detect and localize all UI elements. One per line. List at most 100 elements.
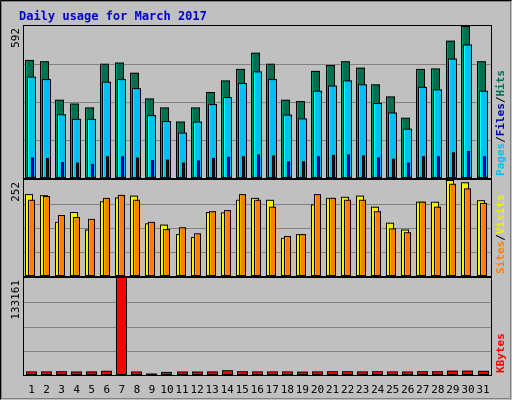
x-tick-label-day-12: 12 xyxy=(190,383,203,396)
bar-pages-day-11 xyxy=(182,162,185,178)
x-tick-label-day-15: 15 xyxy=(236,383,249,396)
bar-kbytes-day-2 xyxy=(41,371,52,375)
bar-pages-day-13 xyxy=(212,158,215,178)
x-tick-label-day-6: 6 xyxy=(103,383,110,396)
bar-sites-day-14 xyxy=(224,210,231,276)
x-tick-label-day-29: 29 xyxy=(446,383,459,396)
bar-pages-day-29 xyxy=(452,152,455,178)
x-tick-label-day-30: 30 xyxy=(461,383,474,396)
x-tick-label-day-21: 21 xyxy=(326,383,339,396)
x-tick-label-day-10: 10 xyxy=(160,383,173,396)
bar-kbytes-day-29 xyxy=(447,370,458,375)
bar-kbytes-day-30 xyxy=(462,370,473,375)
legend-pages: Pages xyxy=(494,143,507,176)
bar-sites-day-13 xyxy=(209,211,216,276)
bar-pages-day-28 xyxy=(437,156,440,178)
bar-sites-day-16 xyxy=(254,199,261,276)
kbytes-panel-bars xyxy=(24,278,491,375)
legend-sep-2: / xyxy=(494,96,507,103)
bar-kbytes-day-19 xyxy=(297,371,308,375)
bar-sites-day-15 xyxy=(239,194,246,276)
x-tick-label-day-23: 23 xyxy=(356,383,369,396)
chart-title: Daily usage for March 2017 xyxy=(19,9,207,23)
bar-sites-day-31 xyxy=(480,202,487,276)
kbytes-panel-frame xyxy=(23,277,492,376)
x-tick-label-day-31: 31 xyxy=(476,383,489,396)
bar-sites-day-26 xyxy=(404,232,411,276)
bar-pages-day-27 xyxy=(422,156,425,178)
visits-panel-bars xyxy=(24,180,491,276)
bar-sites-day-6 xyxy=(103,197,110,276)
bar-pages-day-24 xyxy=(377,157,380,178)
x-tick-label-day-1: 1 xyxy=(28,383,35,396)
bar-kbytes-day-26 xyxy=(402,371,413,375)
bar-pages-day-3 xyxy=(61,162,64,178)
bar-pages-day-18 xyxy=(287,161,290,178)
legend-hits: Hits xyxy=(494,70,507,97)
bar-sites-day-2 xyxy=(43,196,50,276)
visits-side-legend: Sites/Visits xyxy=(494,195,507,275)
bar-kbytes-day-7 xyxy=(116,278,127,375)
bar-sites-day-4 xyxy=(73,217,80,276)
legend-files: Files xyxy=(494,103,507,136)
x-tick-label-day-25: 25 xyxy=(386,383,399,396)
bar-kbytes-day-12 xyxy=(192,371,203,375)
visits-ymax-label: 252 xyxy=(9,182,22,202)
bar-kbytes-day-14 xyxy=(222,370,233,375)
bar-kbytes-day-11 xyxy=(177,371,188,375)
hits-ymax-label: 592 xyxy=(9,28,22,48)
x-axis-day-labels: 1 2 3 4 5 6 7 8 9 10 11 12 13 14 15 16 17 18 19 20 21 22 23 24 2… xyxy=(28,383,489,396)
bar-pages-day-10 xyxy=(166,159,169,178)
x-tick-label-day-14: 14 xyxy=(221,383,235,396)
bar-kbytes-day-5 xyxy=(86,371,97,375)
bar-sites-day-21 xyxy=(329,197,336,276)
x-tick-label-day-5: 5 xyxy=(88,383,95,396)
x-tick-label-day-4: 4 xyxy=(73,383,80,396)
bar-sites-day-20 xyxy=(314,194,321,276)
x-tick-label-day-17: 17 xyxy=(266,383,279,396)
legend-kbytes: KBytes xyxy=(494,333,507,373)
x-tick-label-day-19: 19 xyxy=(296,383,309,396)
kbytes-side-legend: KBytes xyxy=(494,333,507,373)
bar-sites-day-5 xyxy=(88,218,95,276)
legend-sep-3: / xyxy=(494,234,507,241)
bar-kbytes-day-16 xyxy=(252,371,263,375)
bar-pages-day-19 xyxy=(302,161,305,178)
bar-pages-day-26 xyxy=(407,162,410,178)
x-tick-label-day-8: 8 xyxy=(134,383,141,396)
bar-kbytes-day-9 xyxy=(146,373,157,375)
bar-pages-day-23 xyxy=(362,155,365,178)
x-tick-label-day-22: 22 xyxy=(341,383,354,396)
bar-sites-day-11 xyxy=(179,227,186,276)
bar-sites-day-24 xyxy=(374,211,381,276)
x-tick-label-day-18: 18 xyxy=(281,383,294,396)
bar-sites-day-10 xyxy=(163,229,170,276)
bar-kbytes-day-23 xyxy=(357,371,368,375)
bar-pages-day-6 xyxy=(106,156,109,178)
x-tick-label-day-20: 20 xyxy=(311,383,324,396)
bar-kbytes-day-15 xyxy=(237,371,248,375)
bar-kbytes-day-18 xyxy=(282,371,293,375)
bar-pages-day-16 xyxy=(257,154,260,178)
x-tick-label-day-13: 13 xyxy=(205,383,218,396)
bar-kbytes-day-21 xyxy=(327,371,338,375)
bar-pages-day-7 xyxy=(121,156,124,178)
bar-pages-day-15 xyxy=(242,156,245,178)
x-tick-label-day-24: 24 xyxy=(371,383,385,396)
bar-pages-day-21 xyxy=(332,154,335,178)
bar-kbytes-day-1 xyxy=(26,371,37,375)
bar-sites-day-27 xyxy=(419,201,426,276)
bar-pages-day-1 xyxy=(31,157,34,178)
bar-kbytes-day-31 xyxy=(478,370,489,375)
bar-sites-day-30 xyxy=(464,188,471,276)
legend-visits: Visits xyxy=(494,195,507,235)
bar-pages-day-30 xyxy=(467,151,470,178)
bar-pages-day-22 xyxy=(347,154,350,178)
bar-sites-day-8 xyxy=(133,199,140,276)
bar-sites-day-25 xyxy=(389,228,396,276)
x-tick-label-day-9: 9 xyxy=(149,383,156,396)
bar-kbytes-day-10 xyxy=(161,371,172,375)
x-tick-label-day-27: 27 xyxy=(416,383,429,396)
